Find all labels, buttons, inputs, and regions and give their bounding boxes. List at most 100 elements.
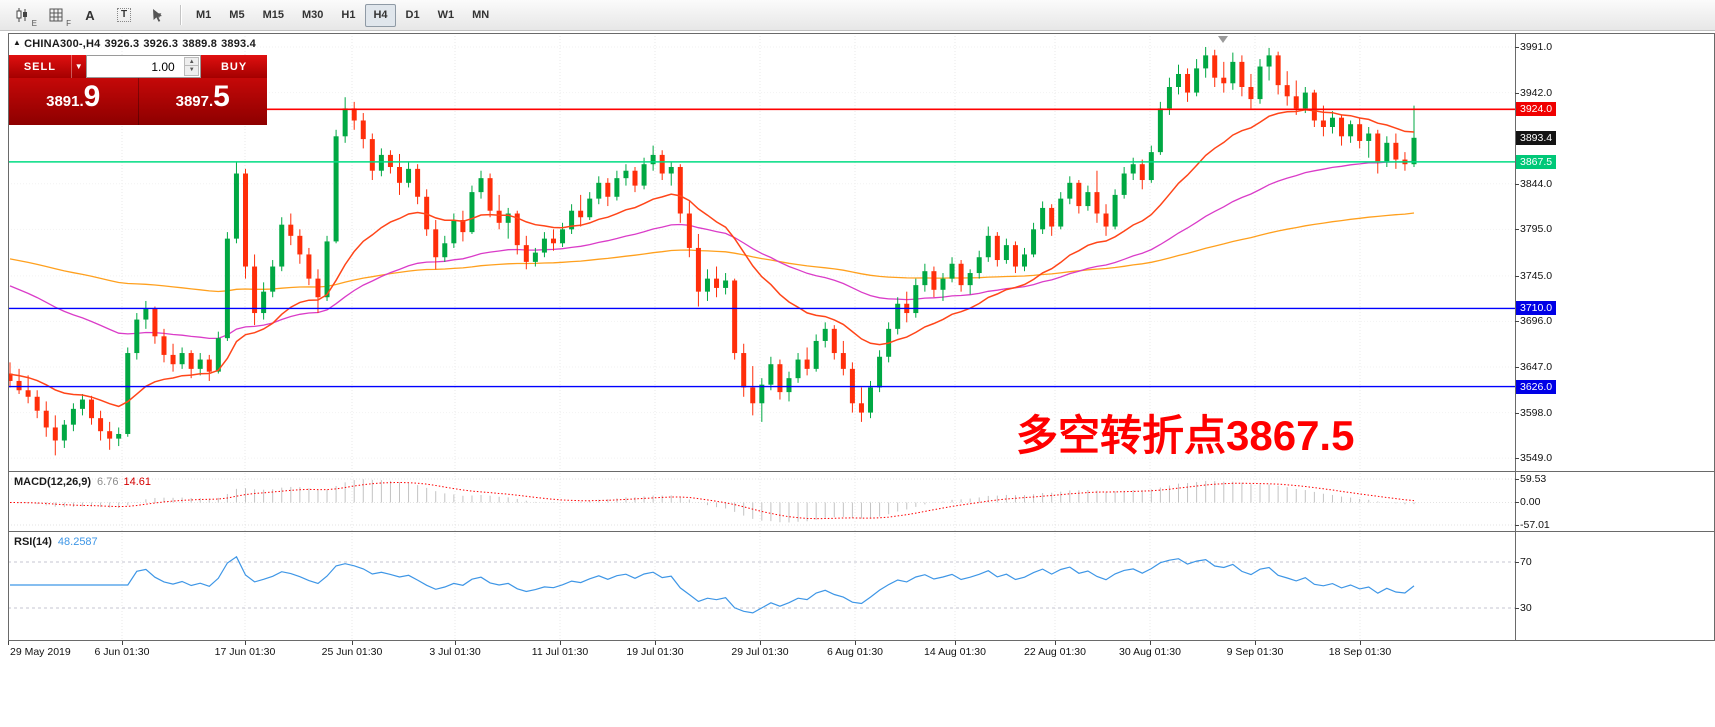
time-tick-mark — [8, 641, 9, 645]
ohlc-close: 3893.4 — [221, 38, 256, 50]
tf-button-m1[interactable]: M1 — [196, 9, 212, 21]
rsi-axis-label: 30 — [1520, 602, 1532, 614]
macd-histogram — [18, 479, 1415, 523]
price-tick-label: 3598.0 — [1520, 406, 1553, 419]
ask-price-small-digits: 3897. — [175, 93, 214, 110]
price-line-label: 3924.0 — [1516, 102, 1557, 117]
time-tick-mark — [955, 641, 956, 645]
symbol-name: CHINA300-,H4 — [24, 38, 101, 50]
panel-divider-macd[interactable] — [8, 471, 1715, 472]
time-axis-label: 19 Jul 01:30 — [626, 646, 684, 658]
macd-name: MACD(12,26,9) — [14, 476, 92, 488]
time-tick-mark — [560, 641, 561, 645]
candlestick-chart-icon[interactable]: E — [6, 3, 38, 28]
tf-button-m5[interactable]: M5 — [229, 9, 245, 21]
macd-panel-chart[interactable] — [8, 473, 1515, 531]
panel-divider-rsi[interactable] — [8, 531, 1715, 532]
time-axis-label: 11 Jul 01:30 — [531, 646, 589, 658]
macd-axis-label: 59.53 — [1520, 473, 1547, 485]
time-axis-label: 6 Aug 01:30 — [826, 646, 884, 658]
cursor-tool-icon[interactable]: ▼ — [142, 3, 174, 28]
vertical-gridlines — [8, 533, 1361, 641]
macd-tick-mark — [1515, 502, 1519, 504]
price-tick-label: 3745.0 — [1520, 269, 1553, 282]
sell-button[interactable]: SELL — [9, 55, 71, 78]
rsi-tick-mark — [1515, 608, 1519, 609]
time-axis-label: 3 Jul 01:30 — [429, 646, 481, 658]
price-tick-mark — [1515, 458, 1519, 460]
macd-tick-mark — [1515, 479, 1519, 480]
time-axis-label: 29 May 2019 — [10, 646, 71, 658]
bid-price-big-digit: 9 — [83, 80, 101, 113]
tf-button-d1[interactable]: D1 — [405, 9, 420, 21]
time-axis-label: 30 Aug 01:30 — [1119, 646, 1181, 658]
volume-box: ▲ ▼ — [85, 55, 202, 78]
ma-line-150 — [9, 212, 1415, 293]
rsi-name: RSI(14) — [14, 536, 52, 548]
time-axis-label: 14 Aug 01:30 — [924, 646, 986, 658]
macd-signal-value: 14.61 — [123, 476, 151, 488]
time-tick-mark — [855, 641, 856, 645]
price-line-label: 3867.5 — [1516, 154, 1557, 169]
price-tick-label: 3991.0 — [1520, 41, 1553, 53]
time-axis-label: 18 Sep 01:30 — [1328, 646, 1392, 658]
ohlc-low: 3889.8 — [182, 38, 218, 50]
price-tick-mark — [1515, 412, 1519, 414]
text-annotation-icon[interactable]: A — [85, 7, 95, 23]
tf-button-h4[interactable]: H4 — [365, 3, 396, 27]
vertical-gridlines — [8, 473, 1361, 531]
volume-input[interactable] — [86, 58, 179, 75]
rsi-axis-label: 70 — [1520, 556, 1532, 568]
time-tick-mark — [352, 641, 353, 645]
bid-price-small-digits: 3891. — [46, 93, 84, 110]
macd-axis-label: -57.01 — [1520, 519, 1550, 531]
time-tick-mark — [1150, 641, 1151, 645]
macd-tick-mark — [1515, 525, 1519, 526]
tf-button-m15[interactable]: M15 — [262, 9, 284, 21]
rsi-panel-chart[interactable] — [8, 533, 1515, 641]
time-tick-mark — [1255, 641, 1256, 645]
price-tick-mark — [1515, 321, 1519, 323]
textbox-icon[interactable]: T — [108, 3, 140, 28]
time-axis-label: 9 Sep 01:30 — [1226, 646, 1284, 658]
tf-button-w1[interactable]: W1 — [437, 9, 455, 21]
rsi-value: 48.2587 — [57, 536, 98, 548]
buy-button[interactable]: BUY — [201, 55, 267, 78]
expand-marker-icon: ▲ — [13, 38, 22, 47]
bid-price[interactable]: 3891. 9 — [9, 78, 139, 125]
chart-shift-marker-icon[interactable] — [1218, 36, 1228, 43]
time-tick-mark — [245, 641, 246, 645]
ask-price-big-digit: 5 — [213, 80, 230, 113]
tf-button-m30[interactable]: M30 — [301, 9, 324, 21]
timeframe-buttons-group: M1 M5 M15 M30 H1 H4 D1 W1 MN — [188, 3, 497, 27]
macd-main-value: 6.76 — [97, 476, 119, 488]
time-tick-mark — [1360, 641, 1361, 645]
price-tick-label: 3696.0 — [1520, 315, 1553, 328]
time-tick-mark — [1055, 641, 1056, 645]
tf-button-mn[interactable]: MN — [472, 9, 490, 21]
time-axis-label: 29 Jul 01:30 — [731, 646, 789, 658]
ask-price[interactable]: 3897. 5 — [139, 78, 268, 125]
volume-decrease-button[interactable]: ▼ — [184, 65, 200, 76]
price-line-label: 3710.0 — [1516, 301, 1557, 316]
toolbar-separator — [180, 5, 182, 25]
tf-button-h1[interactable]: H1 — [341, 9, 356, 21]
price-tick-mark — [1515, 183, 1519, 185]
ma-line-55 — [9, 160, 1415, 340]
ohlc-open: 3926.3 — [104, 38, 140, 50]
time-tick-mark — [122, 641, 123, 645]
grid-icon[interactable]: F — [40, 3, 72, 28]
rsi-tick-mark — [1515, 562, 1519, 563]
macd-signal-line — [9, 481, 1415, 520]
price-scale-border — [1515, 33, 1516, 641]
price-tick-mark — [1515, 229, 1519, 231]
one-click-trading-panel: SELL ▼ ▲ ▼ BUY 3891.9 3897.5 — [9, 55, 267, 125]
time-axis-label: 6 Jun 01:30 — [94, 646, 150, 658]
symbol-ohlc-readout: ▲ CHINA300-,H4 3926.3 3926.3 3889.8 3893.4 — [13, 38, 260, 50]
annotation-text: 多空转折点3867.5 — [1016, 412, 1355, 459]
sell-dropdown-caret[interactable]: ▼ — [70, 55, 86, 78]
price-line-label: 3626.0 — [1516, 379, 1557, 394]
